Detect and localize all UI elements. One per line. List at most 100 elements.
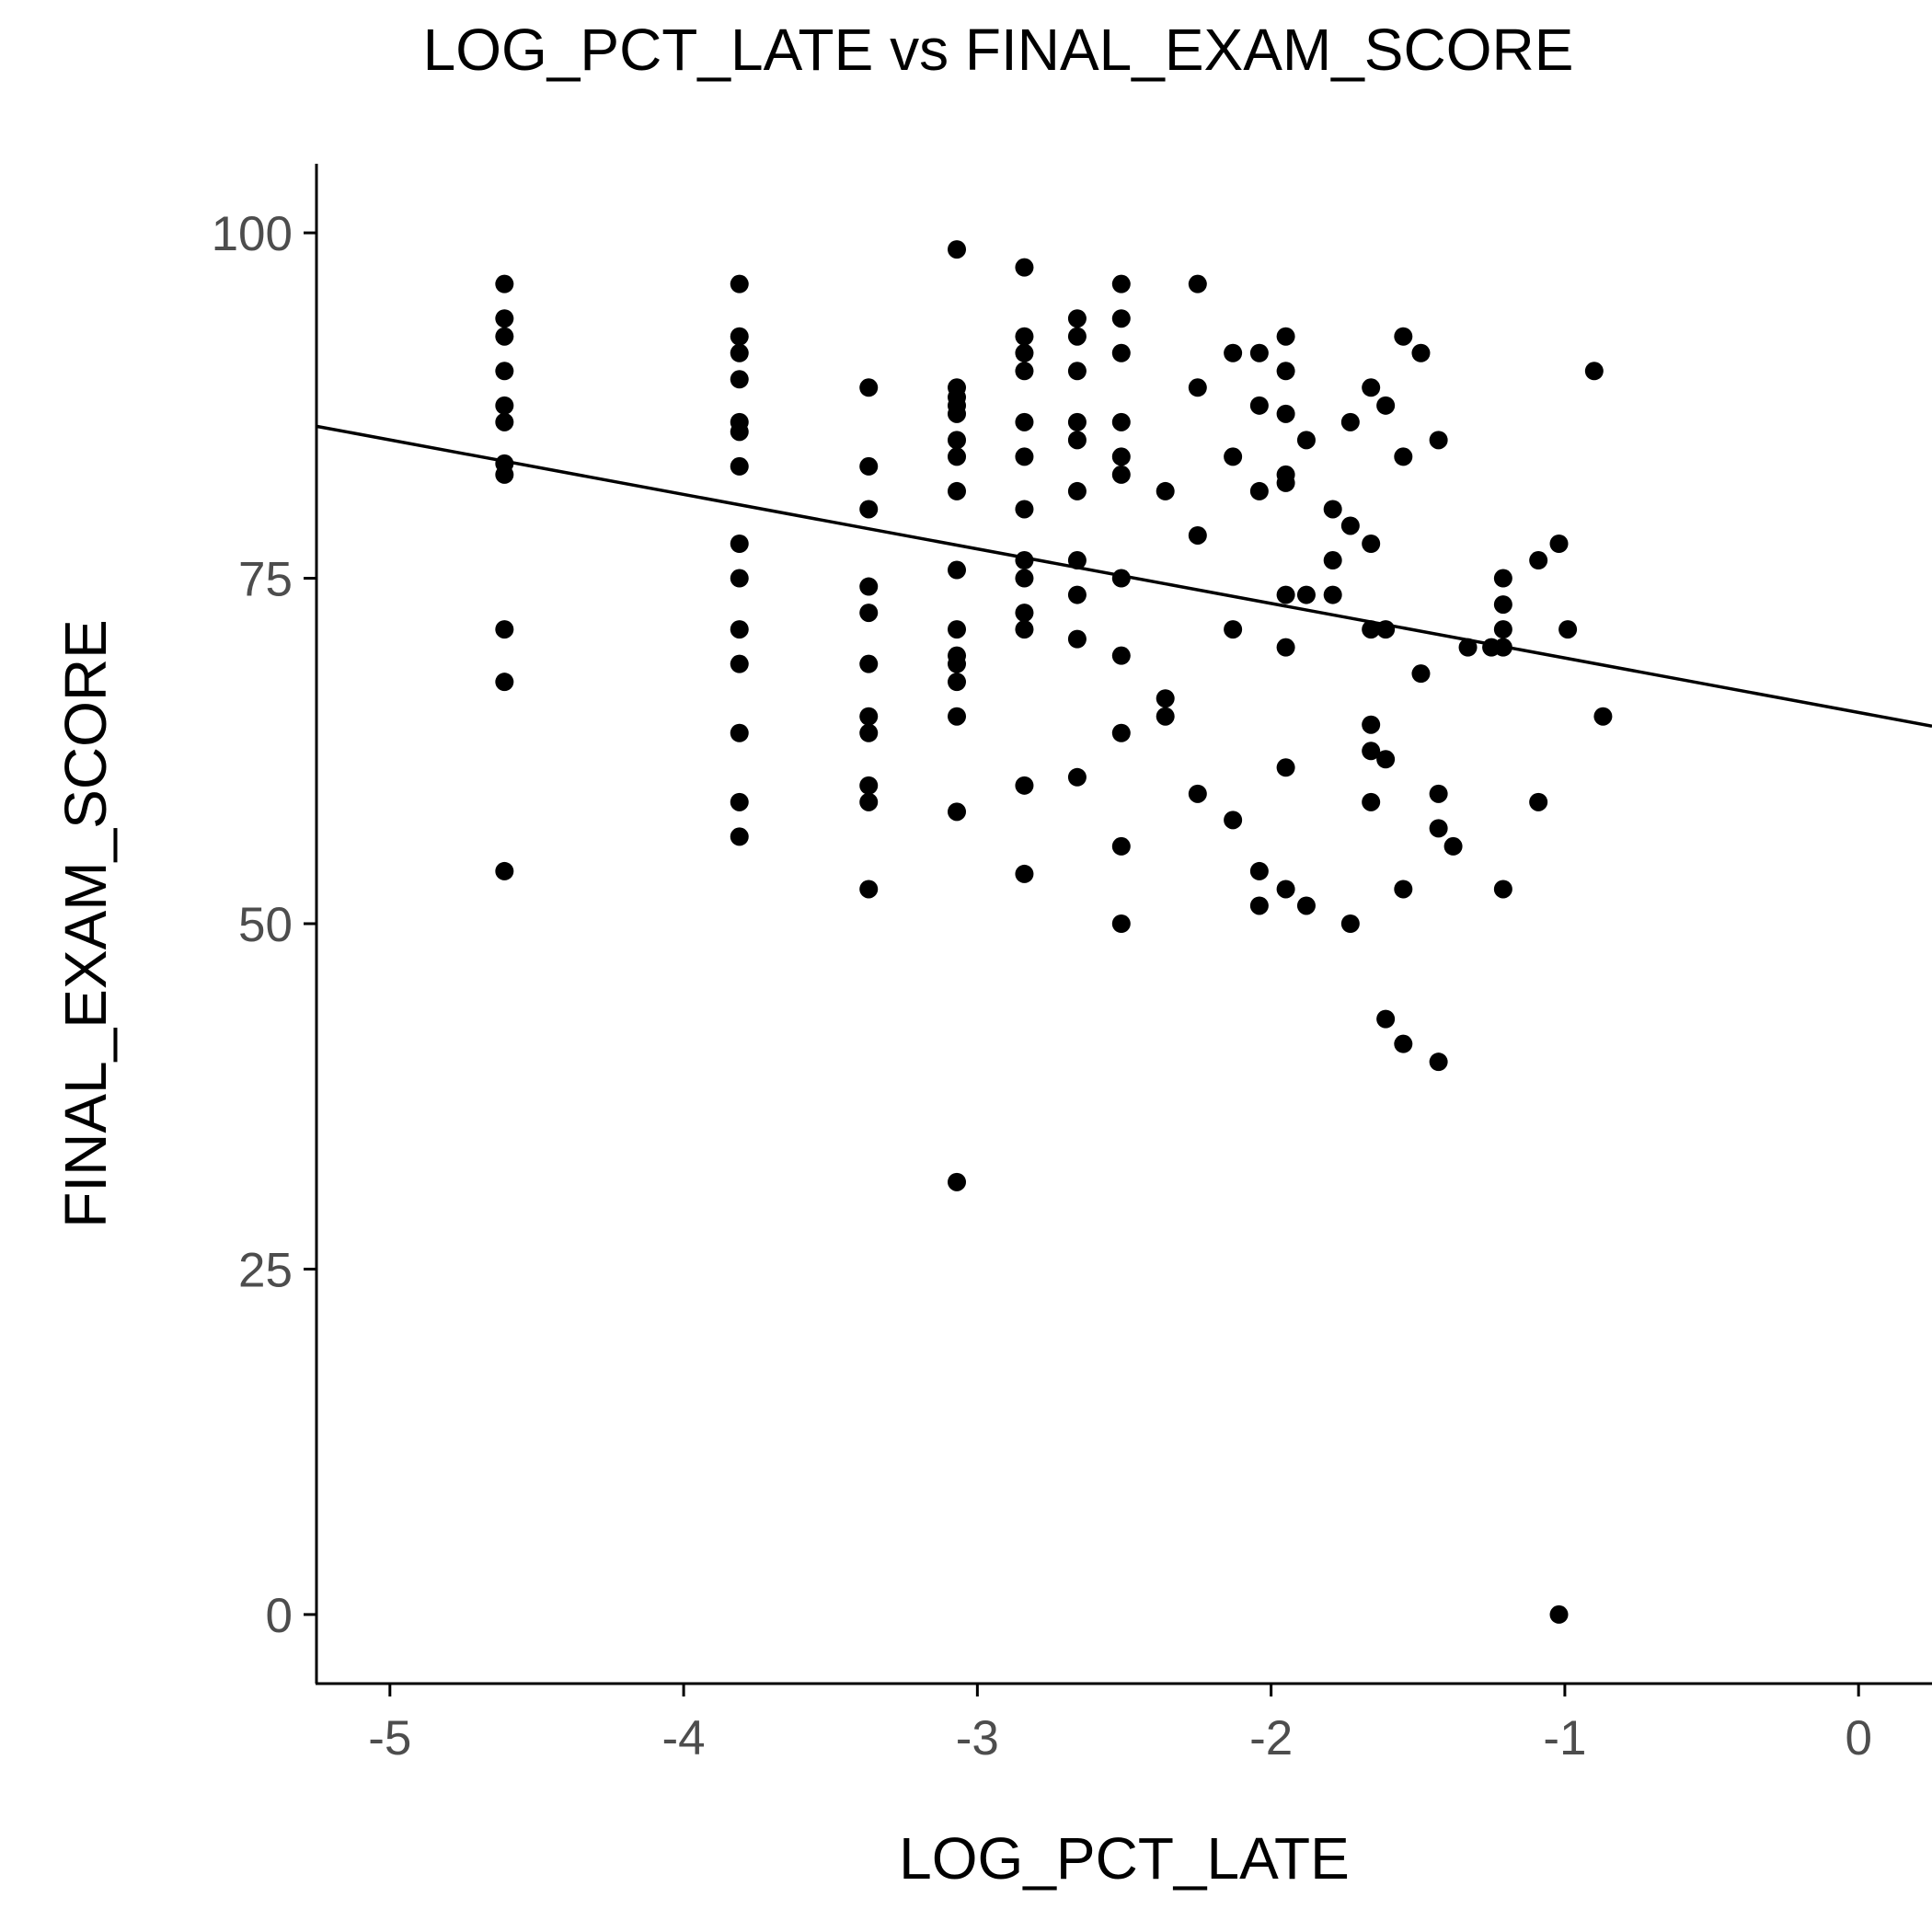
data-point <box>1296 585 1316 604</box>
x-ticks: -5 -4 -3 -2 -1 0 <box>368 1684 1872 1765</box>
data-point <box>1340 914 1360 933</box>
data-point <box>1276 362 1295 381</box>
data-point <box>948 404 967 423</box>
data-point <box>730 456 749 476</box>
data-point <box>1015 412 1034 431</box>
data-point <box>1015 864 1034 883</box>
data-point <box>495 309 514 328</box>
data-point <box>1340 412 1360 431</box>
data-point <box>859 776 879 795</box>
data-point <box>1156 707 1175 726</box>
data-point <box>1015 776 1034 795</box>
data-point <box>1276 473 1295 492</box>
data-point <box>859 456 879 476</box>
data-point <box>495 362 514 381</box>
data-point <box>948 802 967 822</box>
data-point <box>1111 447 1131 466</box>
data-point <box>1067 327 1087 346</box>
data-point <box>1111 343 1131 362</box>
data-point <box>495 465 514 484</box>
data-point <box>1067 412 1087 431</box>
data-point <box>495 620 514 639</box>
data-point <box>730 827 749 846</box>
data-point <box>1362 715 1381 734</box>
data-point <box>859 500 879 519</box>
data-point <box>1394 1034 1413 1053</box>
data-points <box>495 240 1613 1624</box>
y-axis: 0 25 50 75 100 <box>212 164 318 1684</box>
x-tick-label: 0 <box>1845 1711 1871 1765</box>
data-point <box>1249 861 1269 880</box>
data-point <box>1188 378 1207 397</box>
x-tick-label: -2 <box>1249 1711 1293 1765</box>
data-point <box>1224 447 1243 466</box>
data-point <box>1111 465 1131 484</box>
data-point <box>730 535 749 553</box>
data-point <box>1015 604 1034 623</box>
data-point <box>1558 620 1578 639</box>
data-point <box>1111 274 1131 293</box>
data-point <box>730 620 749 639</box>
data-point <box>1493 569 1512 588</box>
data-point <box>948 1172 967 1191</box>
data-point <box>948 560 967 580</box>
data-point <box>1362 378 1381 397</box>
data-point <box>1067 431 1087 450</box>
data-point <box>948 673 967 692</box>
data-point <box>1188 525 1207 545</box>
data-point <box>1067 362 1087 381</box>
x-axis-title: LOG_PCT_LATE <box>899 1825 1350 1892</box>
data-point <box>1249 343 1269 362</box>
data-point <box>1276 404 1295 423</box>
data-point <box>1067 309 1087 328</box>
x-axis: -5 -4 -3 -2 -1 0 <box>316 1682 1932 1765</box>
data-point <box>1376 750 1396 769</box>
data-point <box>1549 1604 1569 1624</box>
data-point <box>948 481 967 500</box>
data-point <box>1584 362 1604 381</box>
data-point <box>1015 343 1034 362</box>
data-point <box>1394 447 1413 466</box>
y-tick-label: 75 <box>238 553 293 607</box>
data-point <box>1549 535 1569 553</box>
data-point <box>1323 500 1342 519</box>
data-point <box>1429 784 1448 803</box>
data-point <box>1362 792 1381 811</box>
data-point <box>1015 447 1034 466</box>
data-point <box>730 569 749 588</box>
data-point <box>1429 1052 1448 1072</box>
plot-area <box>316 240 1932 1624</box>
data-point <box>1458 638 1478 657</box>
data-point <box>859 723 879 742</box>
data-point <box>730 327 749 346</box>
data-point <box>1376 1009 1396 1029</box>
data-point <box>730 422 749 442</box>
data-point <box>730 792 749 811</box>
data-point <box>1015 327 1034 346</box>
data-point <box>1224 343 1243 362</box>
data-point <box>1188 274 1207 293</box>
data-point <box>948 654 967 673</box>
data-point <box>1111 569 1131 588</box>
data-point <box>1111 914 1131 933</box>
data-point <box>948 707 967 726</box>
y-tick-label: 50 <box>238 898 293 952</box>
data-point <box>1394 327 1413 346</box>
data-point <box>1593 707 1613 726</box>
data-point <box>495 673 514 692</box>
data-point <box>859 378 879 397</box>
data-point <box>1015 500 1034 519</box>
data-point <box>730 370 749 389</box>
data-point <box>1015 551 1034 570</box>
data-point <box>1323 551 1342 570</box>
data-point <box>1429 431 1448 450</box>
data-point <box>1156 689 1175 708</box>
data-point <box>1067 481 1087 500</box>
data-point <box>1111 412 1131 431</box>
data-point <box>1529 792 1548 811</box>
data-point <box>1276 758 1295 777</box>
data-point <box>1443 836 1463 856</box>
data-point <box>1111 309 1131 328</box>
data-point <box>948 240 967 259</box>
data-point <box>859 792 879 811</box>
